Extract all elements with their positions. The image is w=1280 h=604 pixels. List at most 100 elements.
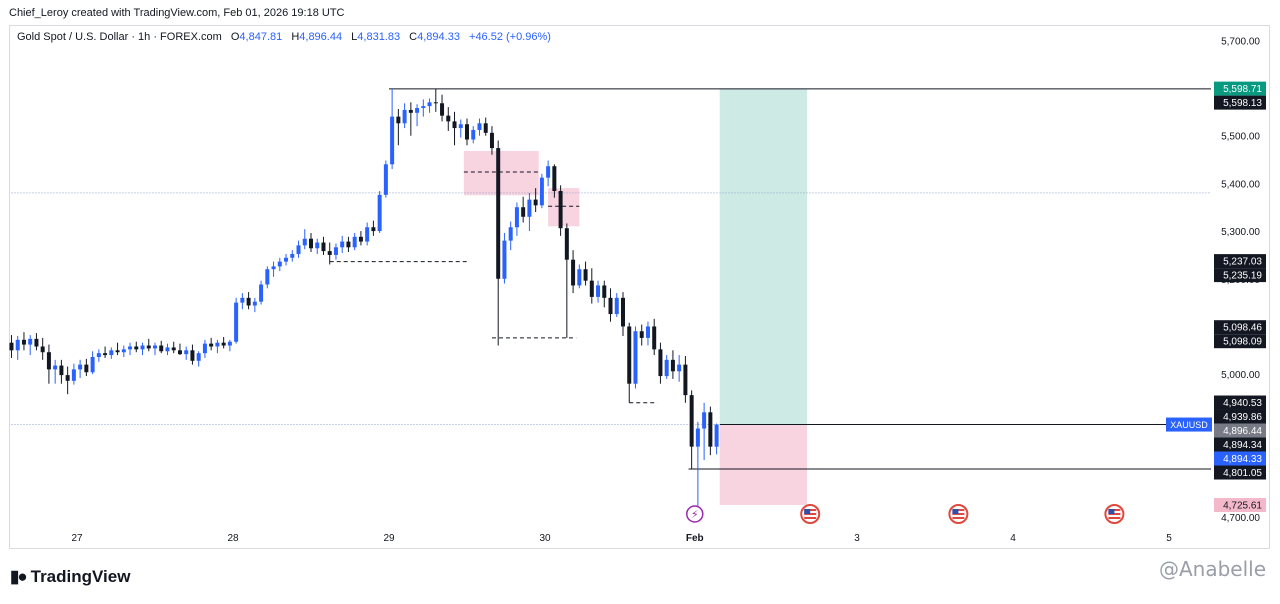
tag-high-4896 <box>1214 423 1266 438</box>
candle-body <box>440 103 445 116</box>
candle-body <box>546 166 551 178</box>
candle-body <box>352 236 357 248</box>
candle-body <box>390 116 395 165</box>
candle-body <box>621 297 625 327</box>
symbol-tag-label: XAUUSD <box>1170 420 1208 430</box>
candle-body <box>321 242 326 252</box>
candle-body <box>252 301 257 306</box>
candle-body <box>265 269 270 285</box>
candle-body <box>159 345 164 352</box>
tag-5098-46 <box>1214 320 1266 335</box>
candle-body <box>695 428 700 447</box>
high-label: H <box>291 31 300 43</box>
candle-body <box>571 259 576 286</box>
candle-body <box>421 106 426 109</box>
candle-body <box>589 280 594 297</box>
candle-body <box>645 326 650 338</box>
candle-body <box>234 302 239 342</box>
candle-body <box>652 326 657 350</box>
us-flag-event-1-stripe <box>804 515 817 517</box>
candle-body <box>458 124 463 129</box>
tag-5098-09 <box>1214 334 1266 349</box>
candle-body <box>346 241 351 248</box>
symbol-legend: Gold Spot / U.S. Dollar · 1h · FOREX.com… <box>17 31 551 43</box>
candle-body <box>683 364 688 396</box>
sl-tag <box>1214 498 1266 513</box>
tag-4939 <box>1214 409 1266 424</box>
candle-body <box>34 338 39 347</box>
candle-body <box>78 364 83 370</box>
candle-body <box>527 199 532 217</box>
candle-body <box>284 257 289 262</box>
y-tick-label: 5,300.00 <box>1221 227 1260 238</box>
candle-body <box>502 240 507 279</box>
low-label: L <box>351 31 358 43</box>
supply-zone-1 <box>463 150 539 196</box>
candle-body <box>315 242 320 249</box>
candle-body <box>202 343 207 354</box>
tag-5235-label: 5,235.19 <box>1223 271 1262 282</box>
tradingview-logo-icon: ▮● <box>10 567 28 586</box>
high-tag-label: 5,598.13 <box>1223 98 1262 109</box>
candle-body <box>477 123 482 130</box>
candle-body <box>84 364 89 373</box>
candle-body <box>596 285 601 297</box>
candle-body <box>327 251 332 255</box>
candle-body <box>614 297 619 315</box>
tag-4801 <box>1214 465 1266 480</box>
candle-body <box>53 365 58 370</box>
candle-body <box>190 350 195 361</box>
candle-body <box>383 164 388 195</box>
x-tick-label: 27 <box>71 533 83 544</box>
candle-body <box>689 395 694 447</box>
price-chart[interactable]: 4,700.004,800.004,900.005,000.005,100.00… <box>0 0 1280 560</box>
event-bolt-icon <box>686 505 704 523</box>
candle-body <box>514 207 519 228</box>
candle-body <box>115 350 120 353</box>
x-tick-label: 5 <box>1166 533 1172 544</box>
x-tick-label: 29 <box>383 533 395 544</box>
candle-body <box>103 353 108 356</box>
candle-body <box>702 412 707 429</box>
candle-body <box>708 412 713 447</box>
tag-5237 <box>1214 254 1266 269</box>
tag-5098-46-label: 5,098.46 <box>1223 323 1262 334</box>
candle-body <box>577 269 582 286</box>
candle-body <box>658 349 663 377</box>
tag-4894-34 <box>1214 437 1266 452</box>
y-tick-label: 5,400.00 <box>1221 179 1260 190</box>
candle-body <box>496 148 501 279</box>
candle-body <box>153 345 157 349</box>
candle-body <box>277 261 282 267</box>
candle-body <box>465 124 469 140</box>
candle-body <box>446 115 451 122</box>
candle-body <box>215 342 220 347</box>
y-tick-label: 5,500.00 <box>1221 132 1260 143</box>
candle-body <box>639 331 644 338</box>
low-value: 4,831.83 <box>357 31 401 43</box>
open-label: O <box>230 31 240 43</box>
candle-body <box>271 266 276 270</box>
candle-body <box>471 129 476 140</box>
high-value: 4,896.44 <box>299 31 343 43</box>
symbol-title[interactable]: Gold Spot / U.S. Dollar · 1h · FOREX.com <box>17 31 222 43</box>
candle-body <box>489 132 494 149</box>
current-price-tag <box>1214 451 1266 466</box>
candle-body <box>396 116 401 124</box>
candle-body <box>296 245 301 254</box>
candle-body <box>134 346 139 350</box>
candle-body <box>165 347 170 352</box>
candle-body <box>483 123 488 133</box>
candle-body <box>533 199 538 206</box>
candle-body <box>408 109 413 113</box>
us-flag-event-3-canton <box>1108 509 1115 514</box>
candle-body <box>602 285 607 298</box>
candle-body <box>633 331 638 384</box>
candle-body <box>521 207 526 217</box>
tradingview-brand[interactable]: ▮● TradingView <box>10 567 130 587</box>
candle-body <box>146 345 151 349</box>
event-bolt-icon-glyph: ⚡ <box>691 508 699 521</box>
candle-body <box>227 341 232 346</box>
candle-body <box>558 191 563 229</box>
candle-body <box>608 297 613 315</box>
